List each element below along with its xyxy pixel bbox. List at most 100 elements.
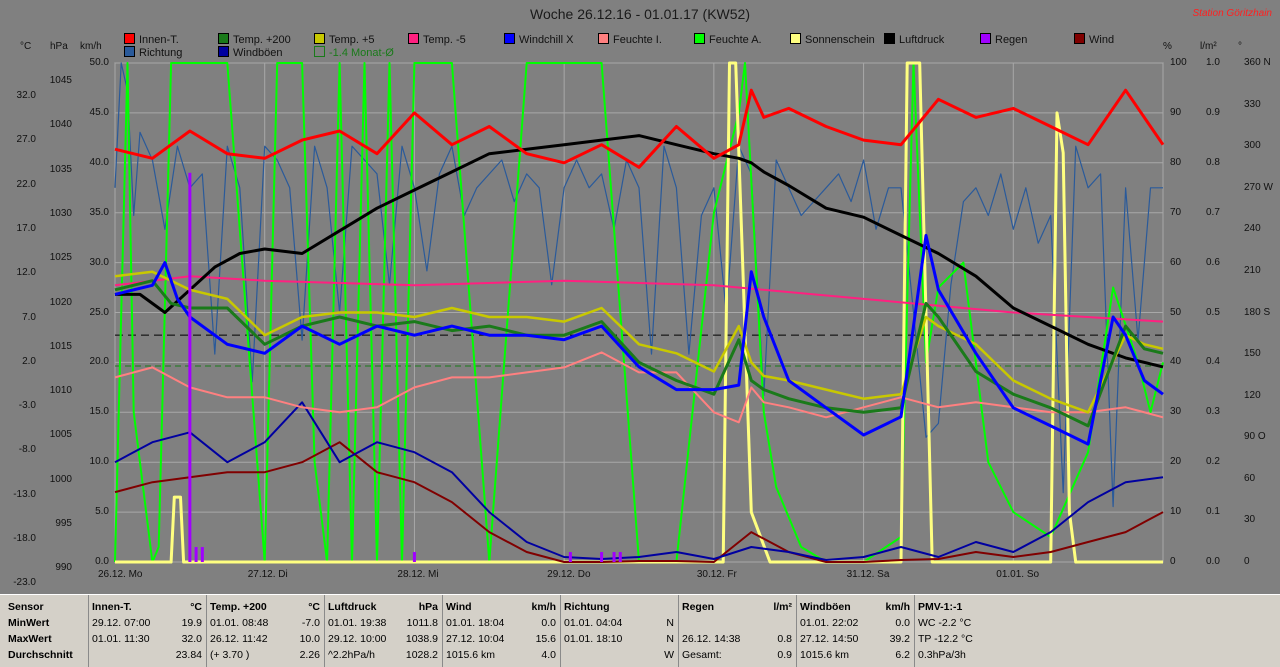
legend-label: Luftdruck	[899, 34, 945, 46]
legend-swatch	[598, 33, 609, 44]
dir-tick: 0	[1244, 556, 1250, 567]
rain-tick: 0.7	[1206, 206, 1220, 218]
wind-tick: 5.0	[95, 506, 109, 518]
table-cell: 01.01. 08:48	[210, 617, 269, 629]
temp-tick: 7.0	[22, 311, 36, 323]
legend-swatch	[314, 46, 325, 57]
chart-title: Woche 26.12.16 - 01.01.17 (KW52)	[530, 6, 750, 22]
wind-tick: 10.0	[89, 456, 109, 468]
dir-tick: 180 S	[1244, 306, 1271, 318]
series-line	[114, 401, 1164, 561]
day-tick: 28.12. Mi	[397, 569, 439, 580]
day-tick: 26.12. Mo	[98, 569, 143, 580]
table-cell: 29.12. 07:00	[92, 617, 151, 629]
rain-bar	[200, 547, 204, 562]
legend-swatch	[790, 33, 801, 44]
legend-label: Temp. +5	[329, 34, 375, 46]
legend-item: Temp. +5	[314, 33, 375, 46]
dir-tick: 330	[1244, 98, 1261, 110]
legend-item: Wind	[1074, 33, 1114, 46]
series-line	[114, 441, 1164, 563]
legend-item: -1.4 Monat-Ø	[314, 46, 394, 59]
series-line	[114, 88, 1165, 169]
table-value: 15.6	[535, 633, 556, 645]
temp-tick: 22.0	[16, 178, 36, 190]
rain-bar	[600, 552, 604, 562]
wind-tick: 20.0	[89, 356, 109, 368]
press-unit: hPa	[50, 41, 68, 52]
table-value: 1038.9	[405, 633, 438, 645]
temp-tick: -8.0	[18, 444, 36, 456]
legend-item: Sonnenschein	[790, 33, 875, 46]
rain-tick: 0.0	[1206, 556, 1220, 567]
day-tick: 29.12. Do	[547, 569, 591, 580]
hum-tick: 20	[1170, 456, 1182, 468]
column-header: Wind	[446, 601, 472, 613]
hum-tick: 80	[1170, 156, 1182, 168]
temp-tick: 2.0	[22, 355, 36, 367]
legend-label: Windböen	[233, 47, 283, 59]
row-label: MinWert	[8, 617, 50, 629]
press-tick: 1030	[49, 207, 72, 219]
temp-tick: -13.0	[13, 488, 36, 500]
series-line	[114, 275, 1164, 323]
column-unit: °C	[190, 601, 202, 613]
row-label: Sensor	[8, 601, 44, 613]
column-header: Temp. +200	[210, 601, 267, 613]
rain-bar	[194, 547, 198, 562]
dir-tick: 300	[1244, 140, 1261, 152]
table-cell: 26.12. 14:38	[682, 633, 741, 645]
column-header: Windböen	[800, 601, 851, 613]
table-value: 0.9	[777, 649, 792, 661]
table-cell: (+ 3.70 )	[210, 649, 250, 661]
column-unit: km/h	[531, 601, 556, 613]
legend-item: Windböen	[218, 46, 283, 59]
rain-tick: 0.8	[1206, 156, 1220, 168]
column-unit: l/m²	[773, 601, 792, 613]
table-cell: ^2.2hPa/h	[328, 649, 375, 661]
rain-tick: 0.3	[1206, 406, 1220, 418]
press-tick: 990	[55, 562, 72, 574]
wind-unit: km/h	[80, 41, 102, 52]
legend-label: Sonnenschein	[805, 34, 875, 46]
press-tick: 995	[55, 518, 72, 529]
table-cell: 0.3hPa/3h	[918, 649, 966, 661]
legend-label: -1.4 Monat-Ø	[329, 47, 394, 59]
legend-label: Innen-T.	[139, 34, 179, 46]
table-value: 0.0	[541, 617, 556, 629]
table-value: W	[664, 649, 674, 661]
table-cell: 01.01. 18:10	[564, 633, 623, 645]
legend-swatch	[980, 33, 991, 44]
rain-tick: 1.0	[1206, 57, 1220, 68]
legend-item: Temp. +200	[218, 33, 291, 46]
hum-tick: 10	[1170, 506, 1182, 518]
press-tick: 1010	[49, 385, 72, 397]
table-cell: 27.12. 10:04	[446, 633, 505, 645]
temp-tick: 17.0	[16, 222, 36, 234]
dir-tick: 120	[1244, 389, 1261, 401]
legend-label: Richtung	[139, 47, 183, 59]
rain-bar	[612, 552, 616, 562]
column-unit: hPa	[418, 601, 438, 613]
row-label: Durchschnitt	[8, 649, 73, 661]
rain-tick: 0.1	[1206, 506, 1220, 518]
hum-tick: 0	[1170, 556, 1176, 567]
legend-swatch	[504, 33, 515, 44]
press-tick: 1020	[49, 296, 72, 308]
table-value: 39.2	[889, 633, 910, 645]
press-tick: 1015	[49, 340, 72, 352]
table-cell: 1015.6 km	[800, 649, 850, 661]
temp-tick: 32.0	[16, 90, 36, 101]
legend-item: Windchill X	[504, 33, 573, 46]
column-separator	[560, 595, 561, 667]
series-line	[115, 134, 1164, 369]
legend-label: Regen	[995, 34, 1028, 46]
rain-bar	[568, 552, 572, 562]
hum-tick: 50	[1170, 306, 1182, 318]
legend-item: Temp. -5	[408, 33, 466, 46]
hum-unit: %	[1163, 41, 1172, 52]
table-cell: Gesamt:	[682, 649, 722, 661]
table-value: 19.9	[181, 617, 202, 629]
column-separator	[796, 595, 797, 667]
day-tick: 30.12. Fr	[696, 569, 737, 580]
